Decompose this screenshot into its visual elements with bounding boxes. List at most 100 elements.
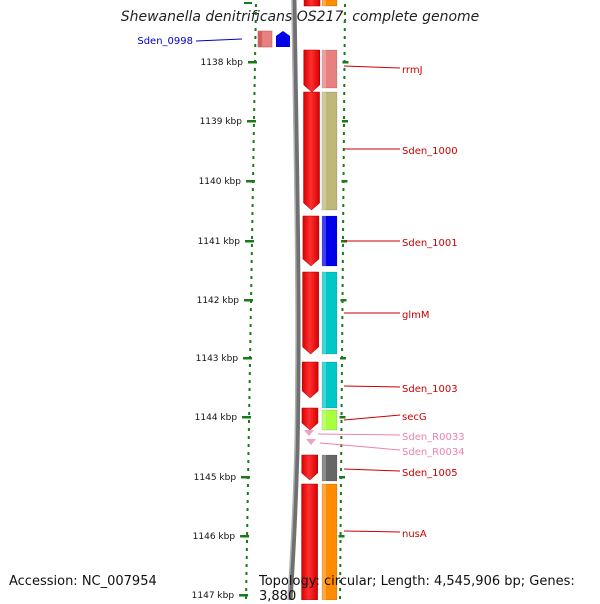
ruler-dot [341, 260, 344, 263]
ruler-dot [248, 372, 251, 375]
ruler-dot [253, 92, 256, 95]
ruler-tick [244, 2, 252, 4]
ruler-dot [341, 332, 344, 335]
ruler-dot [253, 76, 256, 79]
ruler-dot [343, 4, 346, 7]
ruler-tick [340, 240, 347, 243]
gene-bar [321, 271, 338, 355]
label-leader [343, 468, 401, 472]
ruler-dot [252, 156, 255, 159]
ruler-dot [245, 596, 248, 599]
ruler-tick [242, 416, 252, 419]
ruler-dot [247, 428, 250, 431]
ruler-dot [246, 516, 249, 519]
ruler-dot [342, 172, 345, 175]
gene-bar-shade [322, 0, 326, 6]
ruler-dot [249, 332, 252, 335]
ruler-dot [249, 316, 252, 319]
ruler-tick-label: 1139 kbp [200, 117, 243, 127]
ruler-dot [340, 380, 343, 383]
ruler-dot [249, 340, 252, 343]
ruler-dot [340, 372, 343, 375]
ruler-dot [343, 44, 346, 47]
ruler-dot [343, 92, 346, 95]
ruler-dot [341, 340, 344, 343]
ruler-dot [343, 36, 346, 39]
gene-label: Sden_1005 [402, 468, 458, 479]
ruler-tick [341, 120, 348, 123]
ruler-dot [246, 484, 249, 487]
ruler-tick-label: 1144 kbp [195, 413, 238, 423]
ruler-dot [252, 132, 255, 135]
ruler-dot [341, 292, 344, 295]
gene-bar-shade [322, 410, 326, 430]
gene-label: Sden_R0034 [402, 447, 465, 458]
ruler-dot [340, 388, 343, 391]
gene-bar [321, 49, 338, 89]
ruler-dot [247, 452, 250, 455]
ruler-dot [251, 204, 254, 207]
ruler-dot [248, 388, 251, 391]
ruler-dot [339, 588, 342, 591]
ruler-dot [254, 28, 257, 31]
ruler-dot [254, 12, 257, 15]
ruler-tick [244, 240, 254, 243]
ruler-dot [340, 428, 343, 431]
cds-arrow [302, 271, 319, 355]
ruler-dot [342, 148, 345, 151]
label-leader [343, 385, 401, 388]
ruler-dot [251, 196, 254, 199]
ruler-dot [251, 212, 254, 215]
ruler-dot [342, 220, 345, 223]
cds-arrow [301, 483, 318, 600]
ruler-tick-label: 1140 kbp [199, 177, 242, 187]
cds-arrow [301, 454, 318, 481]
ruler-dot [247, 468, 250, 471]
gene-label-sden-0998: Sden_0998 [137, 36, 193, 47]
ruler-dot [245, 564, 248, 567]
ruler-dot [343, 108, 346, 111]
ruler-dot [245, 556, 248, 559]
ruler-dot [250, 244, 253, 247]
label-leader [343, 65, 401, 69]
ruler-tick [339, 416, 346, 419]
ruler-dot [251, 188, 254, 191]
ruler-tick [342, 61, 349, 64]
accession-text: Accession: NC_007954 [9, 574, 157, 589]
ruler-dot [340, 436, 343, 439]
label-leader [317, 433, 401, 436]
gene-label: Sden_1003 [402, 384, 458, 395]
ruler-dot [246, 492, 249, 495]
ruler-dot [341, 276, 344, 279]
ruler-dot [339, 524, 342, 527]
ruler-dot [252, 172, 255, 175]
ruler-dot [342, 212, 345, 215]
ruler-dot [247, 436, 250, 439]
ruler-dot [340, 444, 343, 447]
ruler-tick [340, 299, 347, 302]
gene-block-shade [258, 31, 262, 47]
gene-bar-shade [322, 50, 326, 88]
ruler-dot [253, 116, 256, 119]
ruler-dot [341, 268, 344, 271]
ruler-dot [251, 220, 254, 223]
ruler-dot [341, 348, 344, 351]
ruler-dot [343, 68, 346, 71]
ruler-dot [247, 444, 250, 447]
ruler-dot [340, 404, 343, 407]
ruler-dot [248, 412, 251, 415]
ruler-dot [250, 260, 253, 263]
ruler-dot [250, 292, 253, 295]
cds-arrow [301, 361, 319, 399]
cds-arrow [302, 215, 320, 267]
gene-bar-shade [322, 216, 326, 266]
ruler-dot [339, 492, 342, 495]
ruler-dot [254, 36, 257, 39]
gene-label: Sden_1001 [402, 238, 458, 249]
ruler-dot [247, 460, 250, 463]
ruler-dot [343, 20, 346, 23]
ruler-dot [252, 140, 255, 143]
genome-backbone-highlight [287, 0, 297, 600]
ruler-tick [246, 120, 256, 123]
ruler-dot [245, 580, 248, 583]
